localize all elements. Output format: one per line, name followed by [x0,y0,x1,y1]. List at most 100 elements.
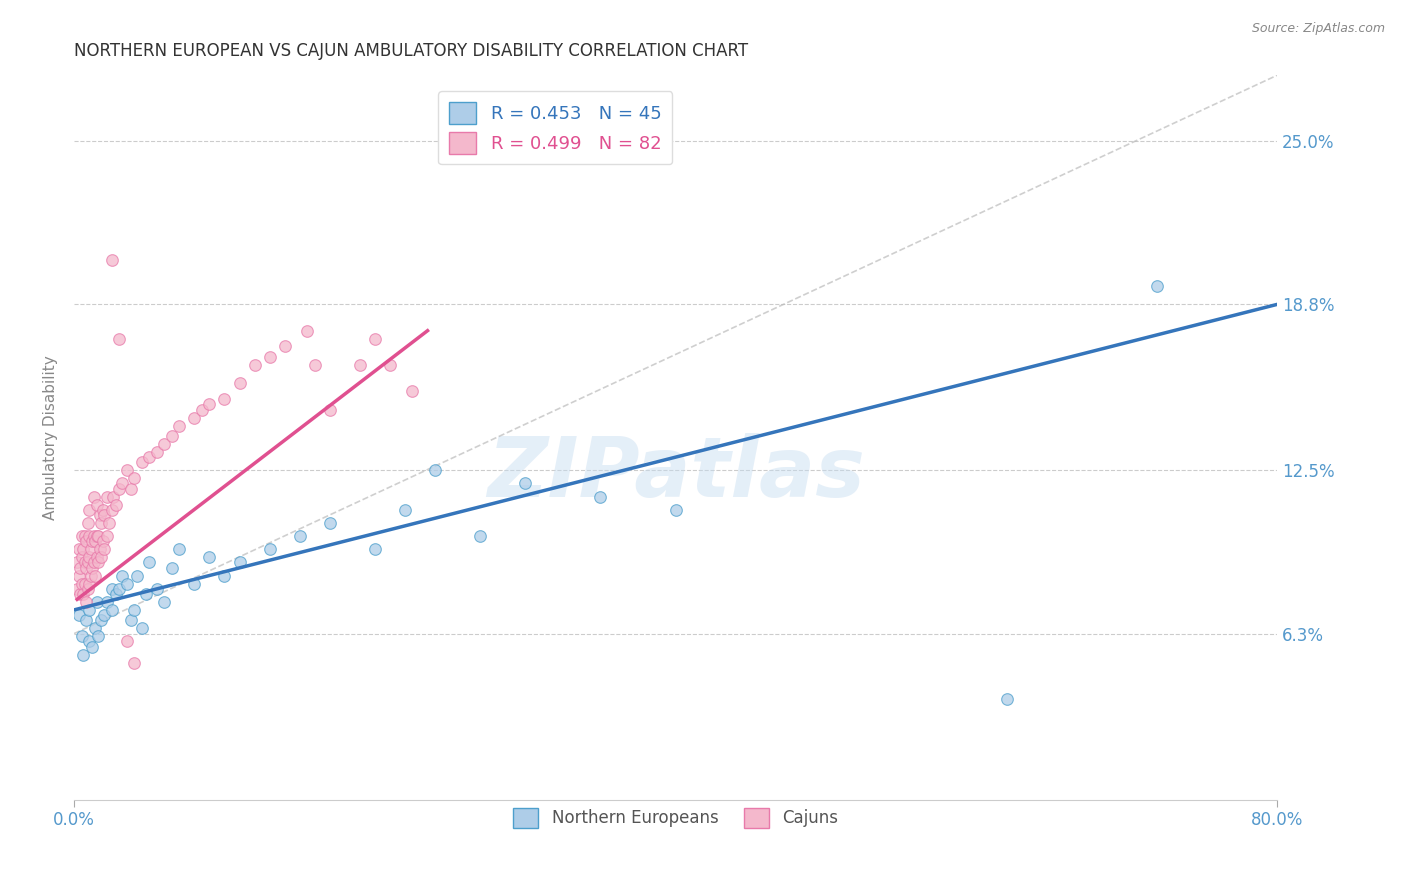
Point [995,692,1018,706]
Point [228,376,250,391]
Point [86,550,108,565]
Point [108,582,131,596]
Point [76,556,98,570]
Point [349,358,371,372]
Point [77,603,100,617]
Point [82,640,104,654]
Point [120,482,142,496]
Point [259,350,281,364]
Point [86,498,108,512]
Point [146,445,169,459]
Y-axis label: Ambulatory Disability: Ambulatory Disability [44,355,58,520]
Point [115,634,138,648]
Point [214,568,236,582]
Point [470,529,492,543]
Point [146,582,169,596]
Point [288,529,311,543]
Point [108,332,131,346]
Point [131,621,153,635]
Point [105,587,128,601]
Point [364,332,387,346]
Point [665,503,688,517]
Point [67,542,90,557]
Point [83,529,105,543]
Point [76,516,98,530]
Point [79,542,101,557]
Point [96,595,118,609]
Point [378,358,401,372]
Point [115,576,138,591]
Point [90,614,112,628]
Point [198,397,221,411]
Point [423,463,446,477]
Point [100,582,122,596]
Point [111,568,134,582]
Point [86,595,108,609]
Point [90,516,112,530]
Point [66,556,89,570]
Point [83,490,105,504]
Point [86,529,108,543]
Text: Source: ZipAtlas.com: Source: ZipAtlas.com [1251,22,1385,36]
Point [72,648,94,662]
Point [87,529,110,543]
Point [96,529,118,543]
Point [84,534,107,549]
Point [87,556,110,570]
Point [319,402,342,417]
Point [72,542,94,557]
Point [135,587,157,601]
Point [100,603,122,617]
Point [89,508,111,522]
Point [69,587,91,601]
Point [77,503,100,517]
Point [90,550,112,565]
Point [84,621,107,635]
Point [131,455,153,469]
Point [122,471,145,485]
Text: NORTHERN EUROPEAN VS CAJUN AMBULATORY DISABILITY CORRELATION CHART: NORTHERN EUROPEAN VS CAJUN AMBULATORY DI… [75,42,748,60]
Point [93,608,115,623]
Point [228,556,250,570]
Point [115,463,138,477]
Point [66,582,89,596]
Point [75,595,97,609]
Point [77,550,100,565]
Point [100,252,122,267]
Point [153,595,176,609]
Point [273,339,295,353]
Point [401,384,423,399]
Point [70,629,93,643]
Point [96,490,118,504]
Point [394,503,416,517]
Point [75,534,97,549]
Point [67,608,90,623]
Point [138,556,160,570]
Point [77,529,100,543]
Point [122,656,145,670]
Point [214,392,236,407]
Point [84,568,107,582]
Point [77,634,100,648]
Point [83,556,105,570]
Point [515,476,537,491]
Point [72,587,94,601]
Point [77,576,100,591]
Point [89,542,111,557]
Point [87,629,110,643]
Point [169,418,191,433]
Point [304,358,326,372]
Point [243,358,266,372]
Point [91,534,114,549]
Point [93,542,115,557]
Point [70,529,93,543]
Point [122,603,145,617]
Point [100,503,122,517]
Point [183,576,205,591]
Point [103,490,125,504]
Point [1146,279,1168,293]
Point [67,568,90,582]
Point [111,476,134,491]
Point [70,550,93,565]
Point [70,576,93,591]
